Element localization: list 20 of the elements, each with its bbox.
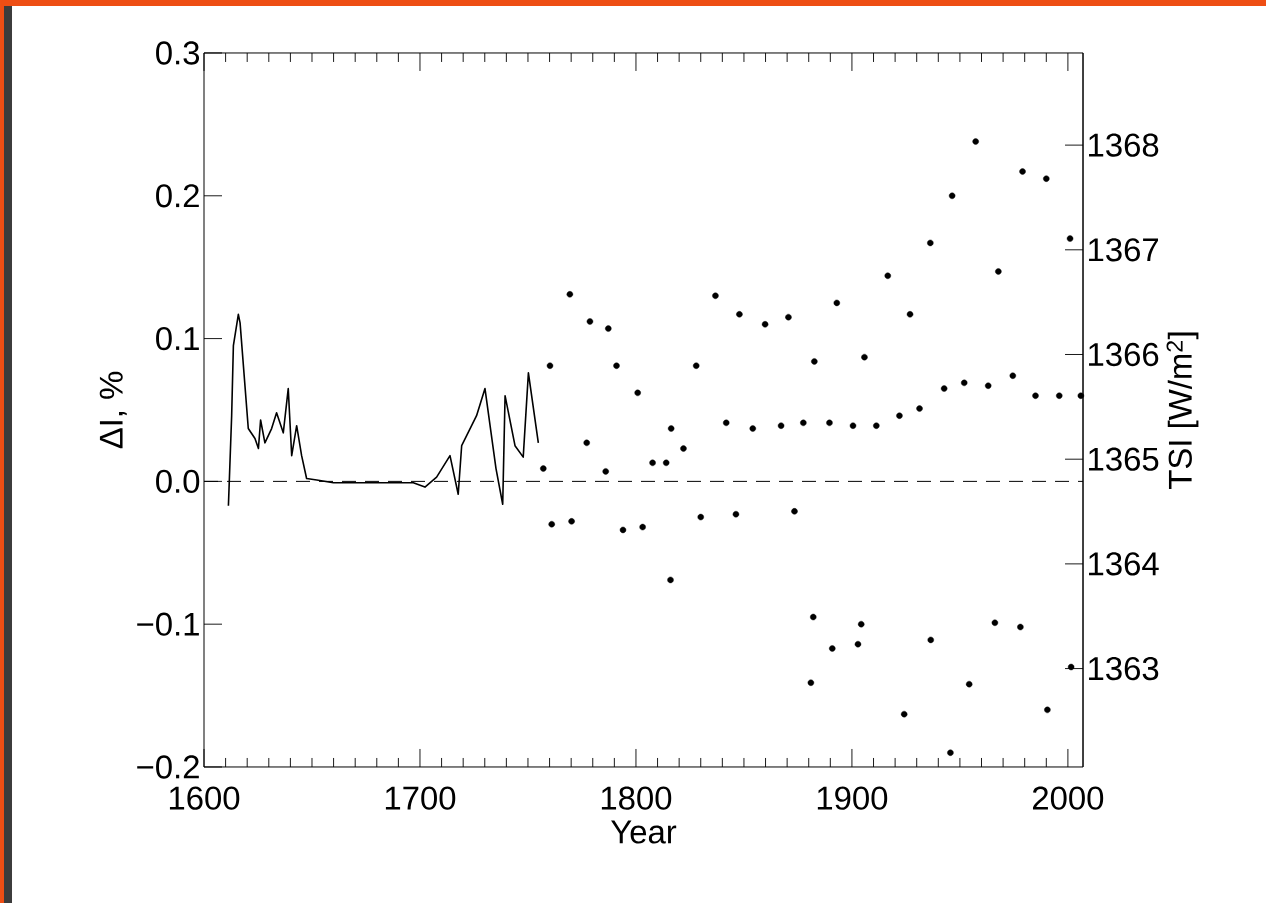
x-tick-label: 1800 [601, 786, 672, 810]
y2-tick-label: 1363 [1089, 656, 1159, 681]
x-tick-label: 1700 [385, 786, 456, 810]
y2-tick-label: 1368 [1089, 133, 1159, 157]
y2-tick-label: 1366 [1089, 342, 1159, 367]
x-tick-label: 1900 [817, 786, 888, 810]
y-axis-title: ΔI, % [99, 371, 127, 449]
y-tick-label: 0.3 [156, 41, 200, 65]
y2-axis-title: TSI [W/m$^{2}$] [1166, 332, 1199, 489]
y2-tick-label: 1364 [1089, 552, 1159, 576]
y-tick-label: 0.0 [156, 469, 200, 494]
y-tick-label: 0.1 [156, 326, 199, 351]
y2-tick-label: 1365 [1089, 447, 1159, 471]
y-tick-label: 0.2 [156, 184, 199, 208]
x-tick-label: 2000 [1032, 786, 1104, 810]
y-tick-label: −0.1 [137, 612, 199, 636]
y2-tick-label: 1367 [1089, 238, 1159, 262]
y-tick-label: −0.2 [137, 755, 199, 779]
x-axis-title: Year [611, 820, 677, 844]
x-tick-label: 1600 [169, 786, 240, 810]
